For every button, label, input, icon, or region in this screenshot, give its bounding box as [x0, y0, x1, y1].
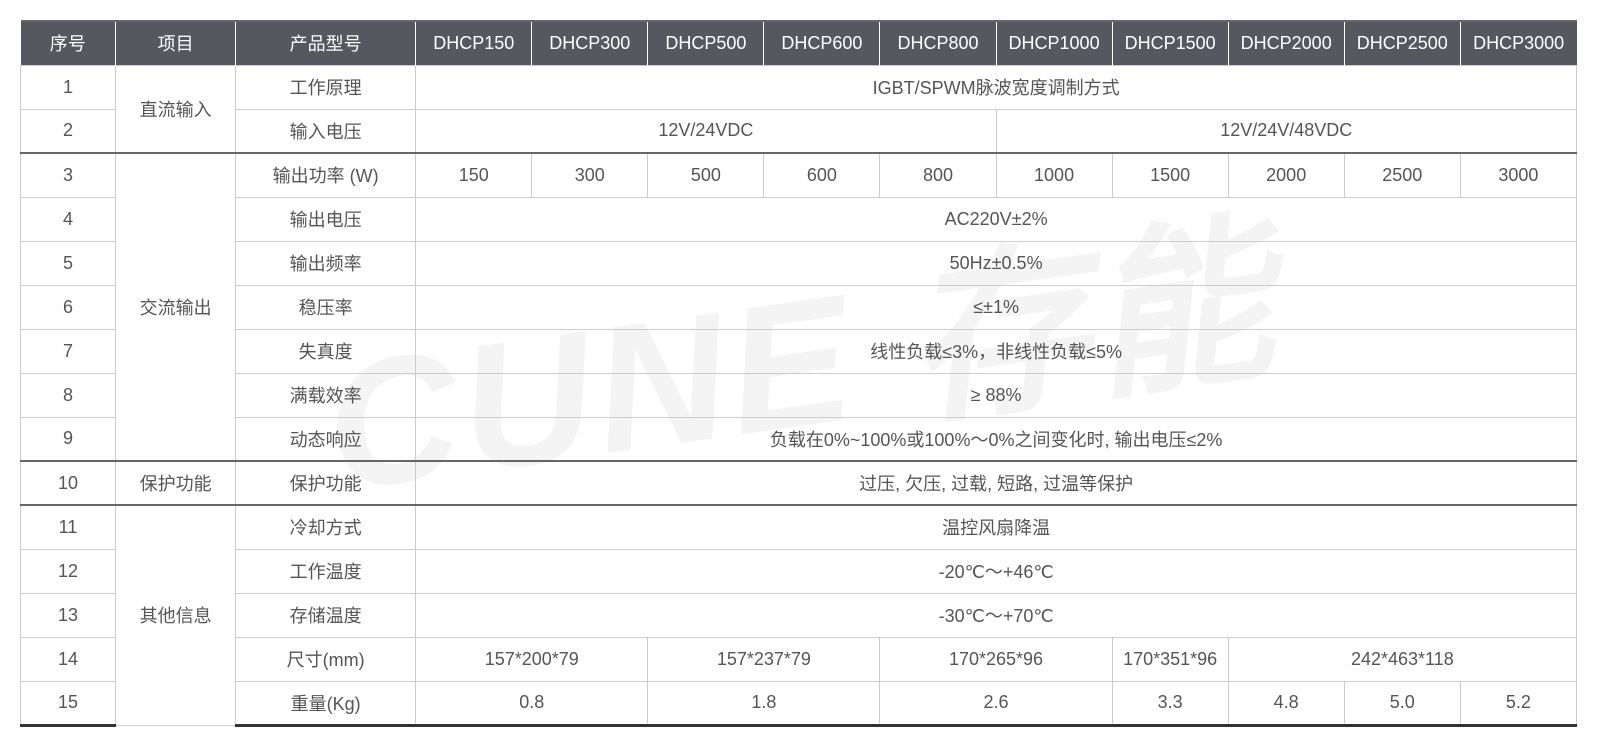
cell-param: 稳压率 — [236, 285, 416, 329]
table-row: 11其他信息冷却方式温控风扇降温 — [21, 505, 1577, 549]
table-row: 10保护功能保护功能过压, 欠压, 过载, 短路, 过温等保护 — [21, 461, 1577, 505]
header-model: DHCP500 — [648, 21, 764, 65]
cell-item: 保护功能 — [116, 461, 236, 505]
table-row: 2 输入电压12V/24VDC12V/24V/48VDC — [21, 109, 1577, 153]
cell-item: 交流输出 — [116, 153, 236, 461]
cell-value: 157*237*79 — [648, 637, 880, 681]
cell-seq: 3 — [21, 153, 116, 197]
header-seq: 序号 — [21, 21, 116, 65]
table-row: 14 尺寸(mm)157*200*79157*237*79170*265*9617… — [21, 637, 1577, 681]
cell-param: 冷却方式 — [236, 505, 416, 549]
cell-value: ≥ 88% — [416, 373, 1577, 417]
cell-param: 输出频率 — [236, 241, 416, 285]
cell-seq: 10 — [21, 461, 116, 505]
cell-value: 800 — [880, 153, 996, 197]
cell-item: 直流输入 — [116, 65, 236, 153]
cell-value: 3000 — [1460, 153, 1576, 197]
cell-value: 温控风扇降温 — [416, 505, 1577, 549]
cell-param: 输入电压 — [236, 109, 416, 153]
cell-param: 失真度 — [236, 329, 416, 373]
cell-param: 动态响应 — [236, 417, 416, 461]
cell-value: 过压, 欠压, 过载, 短路, 过温等保护 — [416, 461, 1577, 505]
spec-table: 序号 项目 产品型号 DHCP150 DHCP300 DHCP500 DHCP6… — [20, 20, 1577, 727]
cell-value: AC220V±2% — [416, 197, 1577, 241]
header-model: DHCP800 — [880, 21, 996, 65]
table-row: 4 输出电压AC220V±2% — [21, 197, 1577, 241]
cell-value: 5.0 — [1344, 681, 1460, 725]
cell-seq: 4 — [21, 197, 116, 241]
header-model: DHCP600 — [764, 21, 880, 65]
header-row: 序号 项目 产品型号 DHCP150 DHCP300 DHCP500 DHCP6… — [21, 21, 1577, 65]
table-row: 15 重量(Kg)0.81.82.63.34.85.05.2 — [21, 681, 1577, 725]
cell-value: 170*265*96 — [880, 637, 1112, 681]
cell-param: 工作原理 — [236, 65, 416, 109]
cell-seq: 15 — [21, 681, 116, 725]
table-row: 1直流输入工作原理IGBT/SPWM脉波宽度调制方式 — [21, 65, 1577, 109]
cell-value: 1000 — [996, 153, 1112, 197]
header-model: DHCP2000 — [1228, 21, 1344, 65]
cell-seq: 13 — [21, 593, 116, 637]
cell-param: 满载效率 — [236, 373, 416, 417]
table-row: 8 满载效率≥ 88% — [21, 373, 1577, 417]
cell-value: 3.3 — [1112, 681, 1228, 725]
cell-seq: 2 — [21, 109, 116, 153]
table-row: 12 工作温度-20℃～+46℃ — [21, 549, 1577, 593]
table-row: 6 稳压率≤±1% — [21, 285, 1577, 329]
cell-seq: 9 — [21, 417, 116, 461]
cell-value: 2000 — [1228, 153, 1344, 197]
cell-value: ≤±1% — [416, 285, 1577, 329]
cell-seq: 6 — [21, 285, 116, 329]
table-row: 3交流输出输出功率 (W)150300500600800100015002000… — [21, 153, 1577, 197]
cell-value: 负载在0%~100%或100%～0%之间变化时, 输出电压≤2% — [416, 417, 1577, 461]
cell-param: 工作温度 — [236, 549, 416, 593]
cell-param: 存储温度 — [236, 593, 416, 637]
cell-value: 157*200*79 — [416, 637, 648, 681]
cell-value: 2500 — [1344, 153, 1460, 197]
header-model: DHCP150 — [416, 21, 532, 65]
header-item: 项目 — [116, 21, 236, 65]
cell-param: 尺寸(mm) — [236, 637, 416, 681]
cell-value: 150 — [416, 153, 532, 197]
table-row: 13 存储温度-30℃～+70℃ — [21, 593, 1577, 637]
header-model: DHCP300 — [532, 21, 648, 65]
table-row: 5 输出频率50Hz±0.5% — [21, 241, 1577, 285]
cell-value: IGBT/SPWM脉波宽度调制方式 — [416, 65, 1577, 109]
cell-value: 50Hz±0.5% — [416, 241, 1577, 285]
cell-seq: 14 — [21, 637, 116, 681]
cell-value: 1500 — [1112, 153, 1228, 197]
header-param: 产品型号 — [236, 21, 416, 65]
header-model: DHCP3000 — [1460, 21, 1576, 65]
header-model: DHCP1000 — [996, 21, 1112, 65]
cell-value: 4.8 — [1228, 681, 1344, 725]
cell-value: -30℃～+70℃ — [416, 593, 1577, 637]
cell-param: 重量(Kg) — [236, 681, 416, 725]
cell-param: 输出电压 — [236, 197, 416, 241]
cell-value: 2.6 — [880, 681, 1112, 725]
cell-seq: 11 — [21, 505, 116, 549]
cell-param: 输出功率 (W) — [236, 153, 416, 197]
cell-seq: 5 — [21, 241, 116, 285]
cell-seq: 8 — [21, 373, 116, 417]
cell-value: -20℃～+46℃ — [416, 549, 1577, 593]
cell-value: 242*463*118 — [1228, 637, 1576, 681]
cell-seq: 1 — [21, 65, 116, 109]
cell-value: 170*351*96 — [1112, 637, 1228, 681]
cell-value: 600 — [764, 153, 880, 197]
table-row: 7 失真度线性负载≤3%，非线性负载≤5% — [21, 329, 1577, 373]
cell-value: 5.2 — [1460, 681, 1576, 725]
cell-value: 线性负载≤3%，非线性负载≤5% — [416, 329, 1577, 373]
cell-value: 0.8 — [416, 681, 648, 725]
header-model: DHCP2500 — [1344, 21, 1460, 65]
cell-item: 其他信息 — [116, 505, 236, 725]
cell-value: 500 — [648, 153, 764, 197]
cell-value: 1.8 — [648, 681, 880, 725]
cell-seq: 7 — [21, 329, 116, 373]
cell-value: 300 — [532, 153, 648, 197]
cell-param: 保护功能 — [236, 461, 416, 505]
cell-seq: 12 — [21, 549, 116, 593]
cell-value: 12V/24V/48VDC — [996, 109, 1576, 153]
table-row: 9 动态响应负载在0%~100%或100%～0%之间变化时, 输出电压≤2% — [21, 417, 1577, 461]
cell-value: 12V/24VDC — [416, 109, 996, 153]
header-model: DHCP1500 — [1112, 21, 1228, 65]
